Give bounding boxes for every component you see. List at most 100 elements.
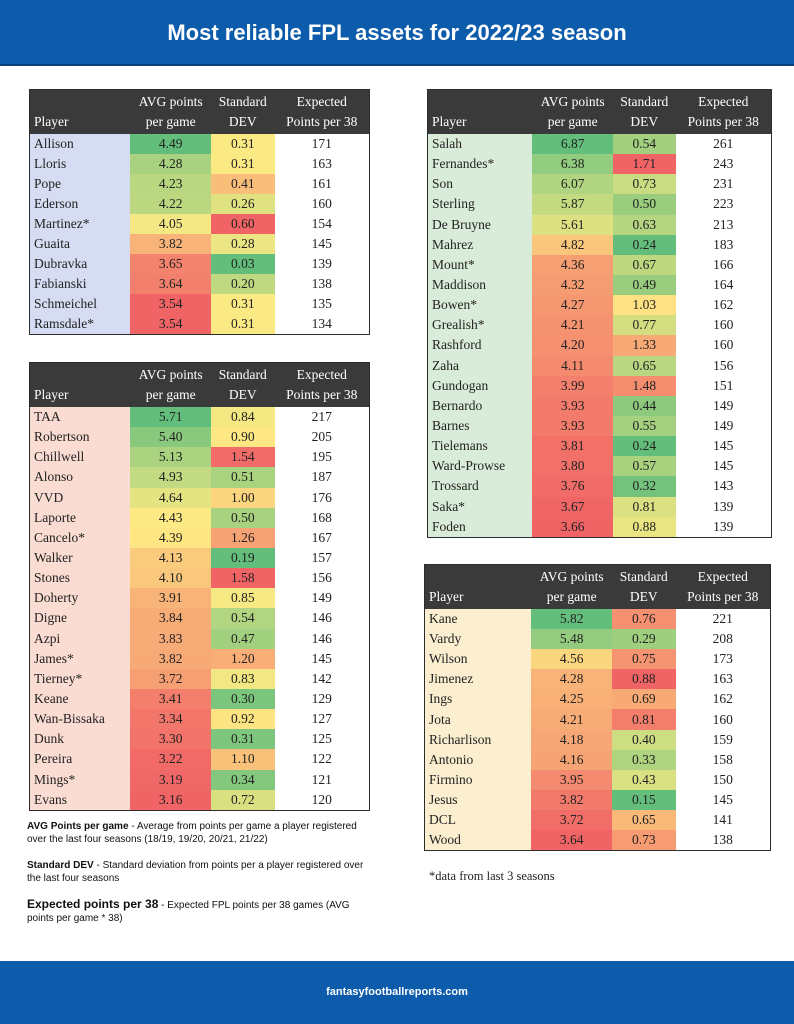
expected-points-cell: 141 — [712, 811, 733, 827]
player-name: Tielemans — [428, 436, 533, 457]
expected-points-cell: 149 — [713, 418, 734, 434]
expected-points-cell: 142 — [311, 670, 332, 686]
exp-definition: Expected points per 38 - Expected FPL po… — [27, 897, 350, 925]
expected-points-cell: 154 — [311, 216, 332, 231]
table-row: Martinez* 4.05 0.60 154 — [30, 214, 369, 234]
player-name: Walker — [30, 547, 131, 569]
standard-dev-cell: 0.81 — [612, 496, 676, 517]
table-row: Alonso 4.93 0.51 187 — [30, 467, 369, 488]
standard-dev-cell: 1.26 — [210, 527, 275, 548]
table-row: James* 3.82 1.20 145 — [30, 648, 369, 669]
avg-points-cell: 3.16 — [130, 789, 211, 810]
avg-points-cell: 4.20 — [532, 335, 613, 356]
table-row: Mount* 4.36 0.67 166 — [428, 254, 771, 275]
expected-points-cell: 157 — [311, 550, 332, 566]
standard-dev-cell: 1.54 — [210, 447, 275, 468]
avg-points-cell: 6.38 — [532, 154, 613, 175]
avg-points-cell: 4.23 — [130, 174, 211, 194]
avg-points-cell: 4.11 — [532, 355, 613, 376]
avg-points-cell: 4.36 — [532, 254, 613, 275]
expected-points-cell: 160 — [311, 196, 332, 211]
standard-dev-cell: 0.33 — [611, 749, 676, 770]
avg-points-cell: 4.13 — [130, 547, 211, 569]
standard-dev-cell: 0.34 — [210, 769, 275, 790]
standard-dev-cell: 0.65 — [611, 809, 676, 831]
player-name: DCL — [425, 809, 532, 831]
header-standard-dev: Standard DEV — [218, 367, 267, 402]
expected-points-cell: 143 — [713, 478, 734, 494]
expected-points-cell: 145 — [311, 650, 332, 666]
definitions-notes: AVG Points per game - Average from point… — [27, 820, 372, 938]
table-row: Jesus 3.82 0.15 145 — [425, 789, 770, 810]
avg-points-cell: 3.91 — [130, 588, 211, 609]
player-name: Bowen* — [428, 295, 533, 316]
expected-points-cell: 195 — [311, 449, 332, 465]
avg-points-cell: 3.67 — [532, 496, 613, 517]
table-row: Son 6.07 0.73 231 — [428, 174, 771, 195]
player-name: VVD — [30, 487, 131, 508]
expected-points-cell: 139 — [311, 256, 332, 271]
standard-dev-cell: 0.76 — [611, 609, 676, 630]
avg-points-cell: 4.64 — [130, 487, 211, 508]
table-row: Ederson 4.22 0.26 160 — [30, 194, 369, 214]
table-header: Player AVG points per game Standard DEV Exp… — [428, 90, 771, 134]
table-row: Jimenez 4.28 0.88 163 — [425, 669, 770, 690]
player-name: Lloris — [30, 154, 131, 174]
player-name: Ward-Prowse — [428, 456, 533, 477]
avg-points-cell: 3.82 — [130, 234, 211, 254]
expected-points-cell: 221 — [712, 611, 733, 627]
avg-points-cell: 3.82 — [130, 648, 211, 669]
avg-points-cell: 3.54 — [130, 314, 211, 334]
player-name: Maddison — [428, 274, 533, 296]
expected-points-cell: 159 — [712, 731, 733, 747]
table-row: Stones 4.10 1.58 156 — [30, 568, 369, 589]
avg-points-cell: 4.25 — [531, 689, 612, 710]
avg-points-cell: 4.43 — [130, 507, 211, 528]
table-row: Foden 3.66 0.88 139 — [428, 516, 771, 537]
standard-dev-cell: 1.33 — [612, 335, 676, 356]
player-name: Vardy — [425, 629, 532, 650]
header-standard-dev: Standard DEV — [619, 569, 668, 604]
header-avg-points: AVG points per game — [138, 94, 203, 129]
table-row: DCL 3.72 0.65 141 — [425, 809, 770, 831]
avg-definition: AVG Points per game - Average from point… — [27, 821, 357, 845]
expected-points-cell: 166 — [713, 256, 734, 272]
expected-points-cell: 138 — [712, 832, 733, 848]
expected-points-cell: 158 — [712, 751, 733, 767]
site-footer: fantasyfootballreports.com — [0, 961, 794, 1024]
standard-dev-cell: 1.10 — [210, 749, 275, 770]
header-standard-dev: Standard DEV — [620, 94, 669, 129]
avg-points-cell: 3.19 — [130, 769, 211, 790]
table-row: Barnes 3.93 0.55 149 — [428, 415, 771, 437]
player-name: Evans — [30, 789, 131, 810]
table-row: Dunk 3.30 0.31 125 — [30, 729, 369, 750]
expected-points-cell: 125 — [311, 731, 332, 747]
table-row: Tierney* 3.72 0.83 142 — [30, 668, 369, 689]
standard-dev-cell: 0.54 — [210, 608, 275, 629]
expected-points-cell: 167 — [311, 529, 332, 545]
avg-points-cell: 4.28 — [531, 669, 612, 690]
expected-points-cell: 208 — [712, 631, 733, 647]
avg-points-cell: 4.16 — [531, 749, 612, 770]
avg-points-cell: 5.61 — [532, 214, 613, 235]
table-header: Player AVG points per game Standard DEV Exp… — [30, 363, 369, 407]
expected-points-cell: 243 — [713, 156, 734, 172]
player-name: Kane — [425, 609, 532, 630]
standard-dev-cell: 0.88 — [611, 669, 676, 690]
expected-points-cell: 162 — [712, 691, 733, 707]
table-row: Firmino 3.95 0.43 150 — [425, 769, 770, 790]
avg-points-cell: 3.80 — [532, 456, 613, 477]
standard-dev-cell: 1.71 — [612, 154, 676, 175]
expected-points-cell: 187 — [311, 469, 332, 485]
player-name: Grealish* — [428, 315, 533, 336]
standard-dev-cell: 0.44 — [612, 395, 676, 416]
standard-dev-cell: 0.19 — [210, 547, 275, 569]
standard-dev-cell: 1.20 — [210, 648, 275, 669]
standard-dev-cell: 0.20 — [210, 274, 275, 294]
standard-dev-cell: 0.65 — [612, 355, 676, 376]
avg-points-cell: 4.39 — [130, 527, 211, 548]
standard-dev-cell: 0.47 — [210, 628, 275, 649]
player-name: Barnes — [428, 415, 533, 437]
standard-dev-cell: 0.72 — [210, 789, 275, 810]
table-row: Ramsdale* 3.54 0.31 134 — [30, 314, 369, 334]
